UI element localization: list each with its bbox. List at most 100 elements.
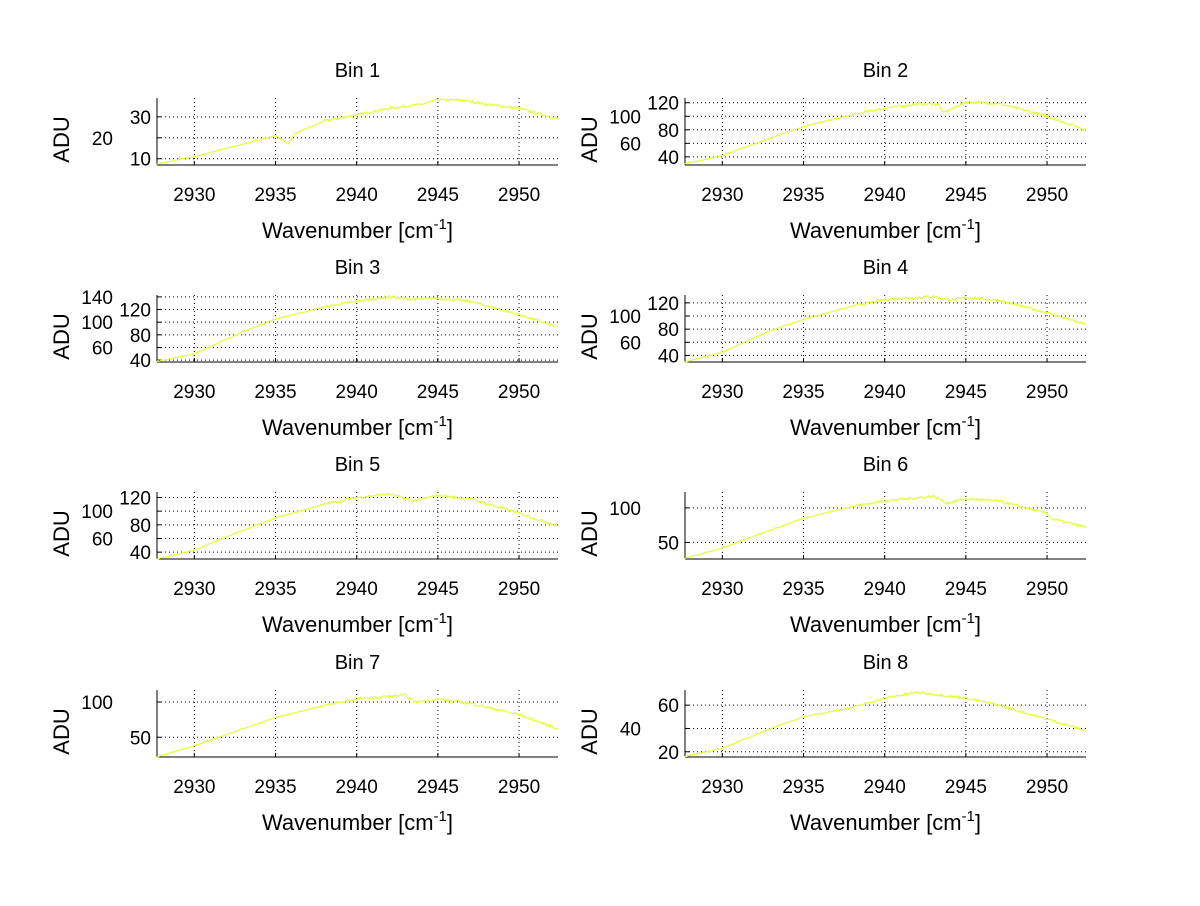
subplot-title: Bin 5 xyxy=(335,454,381,476)
x-axis-label-superscript: -1 xyxy=(962,216,975,233)
data-point xyxy=(356,300,358,302)
y-axis-label: ADU xyxy=(577,313,602,359)
subplot-title: Bin 4 xyxy=(863,257,909,279)
data-point xyxy=(1085,129,1087,131)
x-axis-label-text: Wavenumber [cm xyxy=(262,415,434,440)
data-point xyxy=(469,300,471,302)
x-axis-label-superscript: -1 xyxy=(434,413,447,430)
series-line xyxy=(156,98,559,165)
x-tick-label: 2950 xyxy=(498,382,540,403)
y-tick-label: 100 xyxy=(81,313,113,334)
data-point xyxy=(518,313,520,316)
y-axis-label: ADU xyxy=(49,116,74,162)
subplot-title: Bin 8 xyxy=(863,652,909,674)
data-point xyxy=(851,505,853,508)
data-point xyxy=(518,512,520,514)
data-point xyxy=(802,318,805,320)
data-point xyxy=(437,494,439,497)
data-point xyxy=(323,704,325,707)
data-point xyxy=(884,107,886,109)
x-axis-label-end: ] xyxy=(975,218,981,243)
x-tick-label: 2930 xyxy=(173,185,215,206)
data-point xyxy=(193,549,195,551)
y-tick-label: 40 xyxy=(658,346,679,367)
x-axis-label-end: ] xyxy=(447,612,453,637)
data-point xyxy=(997,704,999,706)
x-axis-label-end: ] xyxy=(447,810,453,835)
data-point xyxy=(684,163,686,165)
y-tick-label: 20 xyxy=(658,743,679,764)
x-tick-label: 2945 xyxy=(417,382,459,403)
x-axis-label: Wavenumber [cm-1] xyxy=(262,610,453,637)
x-axis-label-text: Wavenumber [cm xyxy=(790,612,962,637)
y-tick-label: 80 xyxy=(658,121,679,142)
x-tick-label: 2935 xyxy=(782,579,824,600)
x-axis-label: Wavenumber [cm-1] xyxy=(790,610,981,637)
y-tick-label: 40 xyxy=(658,148,679,169)
data-point xyxy=(770,329,772,332)
x-axis-label: Wavenumber [cm-1] xyxy=(790,413,981,440)
data-point xyxy=(469,702,471,705)
series-line xyxy=(684,294,1087,363)
y-tick-label: 80 xyxy=(130,516,151,537)
x-tick-label: 2940 xyxy=(336,579,378,600)
data-point xyxy=(242,728,244,730)
data-point xyxy=(884,697,886,699)
data-point xyxy=(485,103,488,105)
y-tick-label: 140 xyxy=(81,288,113,309)
data-point xyxy=(274,716,277,719)
x-axis-label-superscript: -1 xyxy=(962,610,975,627)
data-point xyxy=(274,318,277,320)
x-tick-label: 2945 xyxy=(945,777,987,798)
subplot-bin-3: 2930 2935 2940 2945 2950 40 60 80 100 120 140 Bin 3… xyxy=(49,257,559,440)
data-point xyxy=(421,103,423,105)
data-point xyxy=(323,120,325,122)
data-point xyxy=(997,500,999,502)
x-axis-label-end: ] xyxy=(975,612,981,637)
data-point xyxy=(721,747,723,749)
x-axis-label-superscript: -1 xyxy=(434,216,447,233)
x-axis-label-superscript: -1 xyxy=(962,808,975,825)
y-axis-label: ADU xyxy=(49,708,74,754)
x-tick-label: 2945 xyxy=(945,579,987,600)
data-point xyxy=(802,125,805,128)
data-point xyxy=(404,694,406,696)
data-point xyxy=(1085,526,1087,528)
y-tick-label: 100 xyxy=(609,499,641,520)
x-tick-label: 2930 xyxy=(173,579,215,600)
data-point xyxy=(802,716,805,718)
x-axis-label-text: Wavenumber [cm xyxy=(790,810,962,835)
x-tick-label: 2935 xyxy=(782,185,824,206)
subplot-bin-4: 2930 2935 2940 2945 2950 40 60 80 100 120 Bin 4 Wav… xyxy=(577,257,1087,440)
x-tick-label: 2935 xyxy=(254,579,296,600)
series-line xyxy=(156,693,559,758)
x-tick-label: 2940 xyxy=(336,382,378,403)
data-point xyxy=(770,137,772,139)
data-point xyxy=(721,154,723,157)
x-tick-label: 2950 xyxy=(1026,185,1068,206)
data-point xyxy=(949,299,951,301)
data-point xyxy=(770,529,772,531)
x-axis-label-end: ] xyxy=(975,810,981,835)
data-point xyxy=(156,360,158,362)
data-point xyxy=(437,297,439,299)
x-tick-label: 2930 xyxy=(173,382,215,403)
x-tick-label: 2930 xyxy=(701,579,743,600)
y-axis-label: ADU xyxy=(577,116,602,162)
data-point xyxy=(156,558,158,560)
y-axis-label: ADU xyxy=(577,708,602,754)
y-tick-label: 60 xyxy=(620,333,641,354)
x-axis-label-end: ] xyxy=(447,218,453,243)
data-point xyxy=(1046,115,1048,117)
subplot-title: Bin 2 xyxy=(863,60,909,82)
x-tick-label: 2940 xyxy=(336,185,378,206)
x-axis-label-end: ] xyxy=(447,415,453,440)
series-line xyxy=(684,690,1087,758)
data-point xyxy=(932,295,934,297)
data-point xyxy=(193,353,195,355)
subplot-title: Bin 7 xyxy=(335,652,381,674)
y-tick-label: 20 xyxy=(92,129,113,150)
y-tick-label: 40 xyxy=(130,351,151,372)
x-tick-label: 2945 xyxy=(945,382,987,403)
